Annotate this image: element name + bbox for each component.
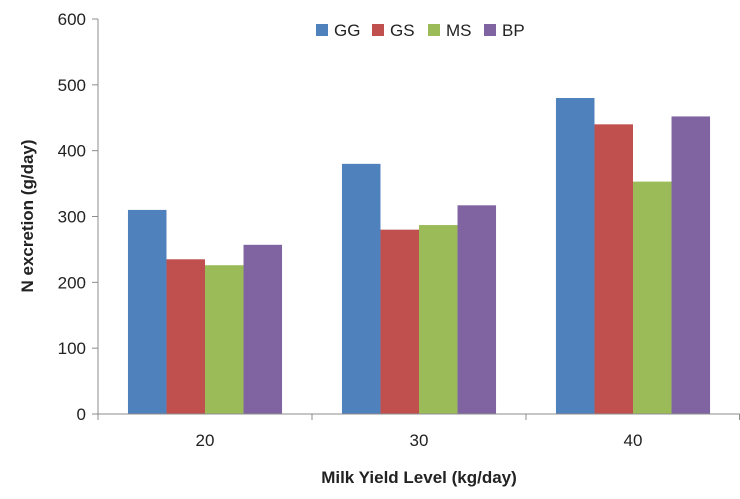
y-tick-label: 400 <box>58 142 86 161</box>
y-tick-label: 100 <box>58 339 86 358</box>
bar-gs-40 <box>594 124 633 414</box>
bar-ms-20 <box>205 265 244 414</box>
x-axis-title: Milk Yield Level (kg/day) <box>321 468 517 487</box>
legend-swatch-gs <box>372 24 384 36</box>
x-tick-label: 30 <box>410 431 429 450</box>
bar-gs-30 <box>380 229 419 414</box>
x-tick-label: 40 <box>624 431 643 450</box>
bar-bp-30 <box>457 205 497 414</box>
y-ticks-layer: 0 100 200 300 400 500 600 <box>58 10 98 424</box>
legend-label-bp: BP <box>502 21 525 40</box>
y-tick-label: 500 <box>58 76 86 95</box>
bar-gs-20 <box>166 259 205 414</box>
bar-gg-40 <box>555 98 595 414</box>
legend-label-gs: GS <box>390 21 415 40</box>
bar-gg-20 <box>127 209 167 414</box>
y-tick-label: 600 <box>58 10 86 29</box>
bar-bp-20 <box>243 244 283 414</box>
x-ticks-layer: 20 30 40 <box>97 414 740 450</box>
legend: GG GS MS BP <box>316 21 525 40</box>
legend-swatch-gg <box>316 24 328 36</box>
legend-swatch-ms <box>428 24 440 36</box>
y-tick-label: 200 <box>58 273 86 292</box>
legend-label-gg: GG <box>334 21 360 40</box>
y-axis-title: N excretion (g/day) <box>18 139 37 292</box>
legend-label-ms: MS <box>446 21 472 40</box>
y-tick-label: 0 <box>77 405 86 424</box>
y-tick-label: 300 <box>58 208 86 227</box>
legend-swatch-bp <box>484 24 496 36</box>
bar-gg-30 <box>341 163 381 414</box>
bars-layer <box>127 98 711 414</box>
bar-ms-40 <box>633 181 672 414</box>
x-tick-label: 20 <box>196 431 215 450</box>
bar-ms-30 <box>419 225 458 414</box>
bar-bp-40 <box>671 116 711 414</box>
